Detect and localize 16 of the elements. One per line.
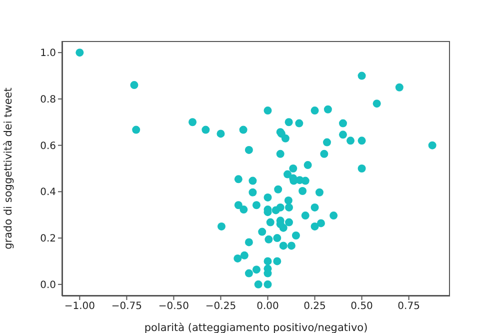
y-tick-label: 0.2 bbox=[40, 234, 56, 245]
y-tick-label: 0.8 bbox=[40, 94, 56, 106]
x-tick-label: −0.50 bbox=[158, 301, 190, 312]
y-tick-label: 0.0 bbox=[40, 280, 56, 291]
x-tick-label: −1.00 bbox=[64, 301, 96, 312]
x-tick-label: 0.25 bbox=[304, 301, 326, 312]
y-tick-label: 1.0 bbox=[40, 48, 56, 60]
x-tick-label: 0.75 bbox=[398, 301, 420, 312]
x-tick-label: −0.25 bbox=[205, 301, 236, 312]
x-tick-label: 0.00 bbox=[256, 301, 279, 312]
y-tick-label: 0.6 bbox=[40, 140, 56, 152]
x-axis-title: polarità (atteggiamento positivo/negativo) bbox=[144, 322, 368, 333]
x-tick-label: −0.75 bbox=[111, 301, 142, 312]
y-tick-label: 0.4 bbox=[40, 187, 56, 198]
y-axis-title: grado di soggettività dei tweet bbox=[2, 88, 15, 250]
x-tick-label: 0.50 bbox=[350, 301, 373, 312]
